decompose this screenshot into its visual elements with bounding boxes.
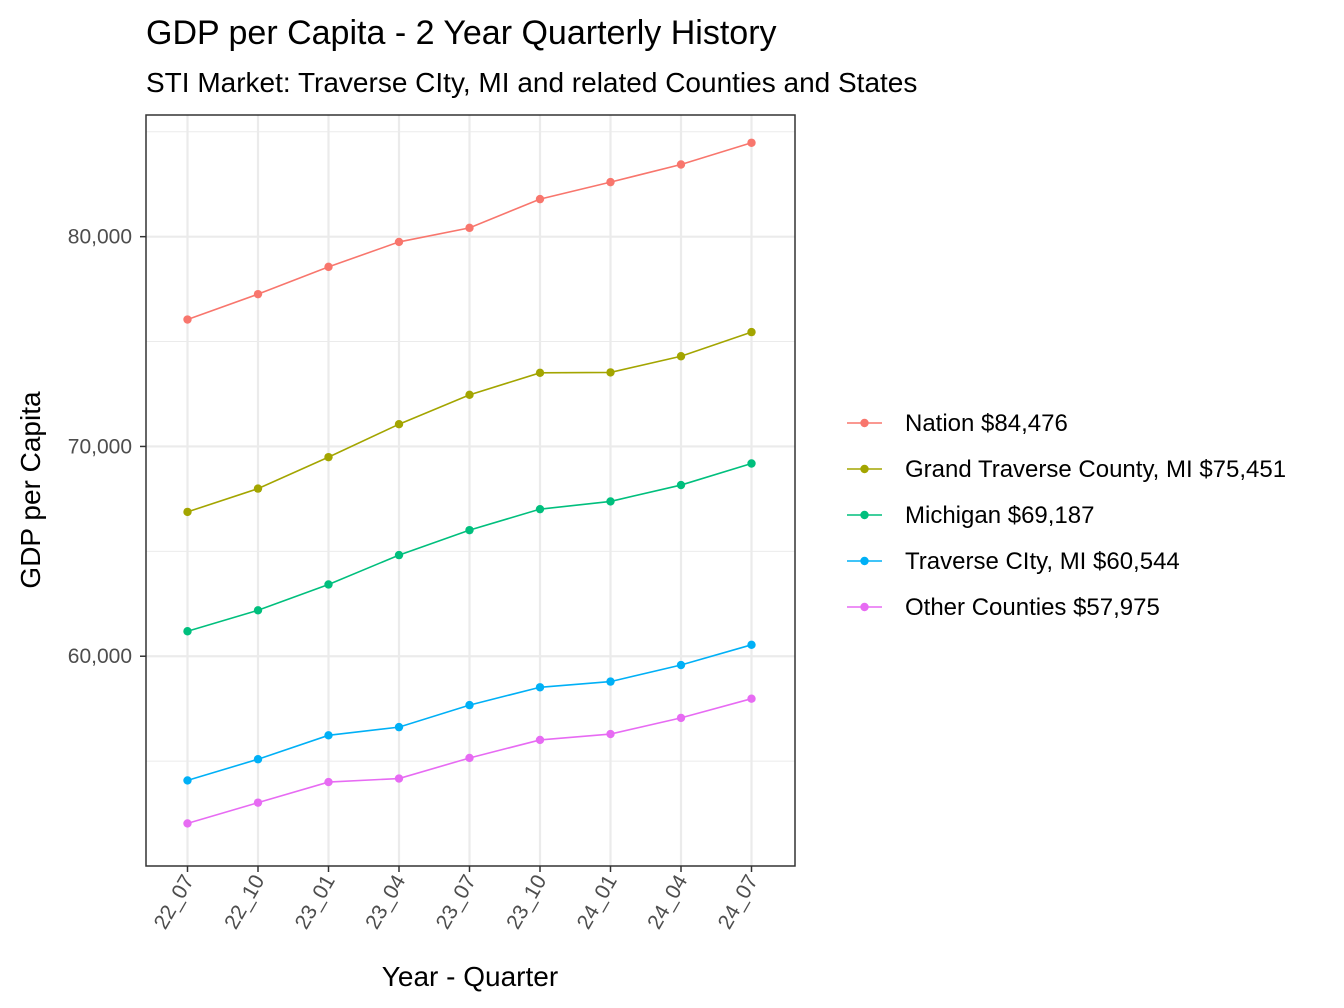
data-point [465, 700, 474, 710]
x-tick-label: 24_04 [643, 871, 692, 933]
data-point [324, 731, 333, 740]
legend-key-point [860, 464, 869, 474]
data-point [183, 819, 192, 828]
data-point [324, 580, 333, 589]
y-tick-label: 80,000 [68, 226, 132, 249]
data-point [747, 327, 756, 337]
y-tick-label: 70,000 [68, 435, 132, 458]
data-point [606, 729, 615, 739]
data-point [253, 484, 263, 493]
legend: Nation $84,476 Grand Traverse County, MI … [847, 410, 1286, 621]
data-point [465, 753, 474, 763]
data-point [535, 683, 545, 692]
series-layer [183, 138, 756, 828]
data-point [183, 507, 192, 517]
legend-item: Other Counties $57,975 [847, 594, 1160, 621]
data-point [394, 774, 404, 783]
x-tick-label: 23_04 [361, 871, 410, 933]
y-axis: 60,000 70,000 80,000 [68, 226, 146, 668]
data-point [253, 606, 263, 615]
legend-item: Grand Traverse County, MI $75,451 [847, 456, 1286, 483]
x-axis-title: Year - Quarter [382, 961, 558, 992]
data-point [394, 237, 404, 247]
data-point [394, 420, 404, 429]
data-point [676, 352, 686, 361]
legend-label: Grand Traverse County, MI $75,451 [905, 456, 1286, 483]
data-point [747, 694, 756, 703]
data-point [535, 194, 545, 204]
x-tick-label: 23_07 [432, 871, 481, 933]
series-group [183, 327, 756, 517]
data-point [253, 755, 263, 764]
data-point [747, 138, 756, 147]
data-point [324, 262, 333, 272]
data-point [535, 735, 545, 745]
major-gridlines [146, 115, 795, 866]
legend-label: Michigan $69,187 [905, 502, 1094, 529]
y-tick-label: 60,000 [68, 645, 132, 668]
legend-key-point [860, 602, 869, 612]
data-point [183, 627, 192, 636]
data-point [394, 722, 404, 732]
data-point [606, 677, 615, 686]
data-point [676, 480, 686, 490]
y-axis-title: GDP per Capita [15, 391, 46, 589]
data-point [606, 497, 615, 506]
x-tick-label: 22_10 [220, 871, 269, 933]
data-point [606, 368, 615, 377]
legend-label: Nation $84,476 [905, 410, 1068, 437]
data-point [183, 315, 192, 324]
data-point [465, 525, 474, 535]
plot-panel-border [145, 114, 796, 867]
series-group [183, 459, 756, 636]
chart-title: GDP per Capita - 2 Year Quarterly Histor… [146, 14, 777, 52]
data-point [747, 640, 756, 650]
chart-subtitle: STI Market: Traverse CIty, MI and relate… [146, 67, 917, 98]
data-point [253, 289, 263, 299]
legend-label: Other Counties $57,975 [905, 594, 1160, 621]
legend-item: Nation $84,476 [847, 410, 1068, 437]
legend-item: Traverse CIty, MI $60,544 [847, 548, 1180, 575]
x-tick-label: 22_07 [150, 871, 199, 933]
data-point [465, 390, 474, 400]
x-tick-label: 24_07 [714, 871, 763, 933]
legend-item: Michigan $69,187 [847, 502, 1094, 529]
x-axis: 22_07 22_10 23_01 23_04 23_07 23_10 24_01 24_04… [150, 866, 763, 933]
data-point [676, 160, 686, 169]
data-point [394, 550, 404, 560]
data-point [606, 177, 615, 187]
data-point [676, 660, 686, 670]
series-group [183, 640, 756, 785]
data-point [535, 368, 545, 378]
x-tick-label: 23_01 [291, 871, 340, 933]
legend-label: Traverse CIty, MI $60,544 [905, 548, 1180, 575]
data-point [183, 776, 192, 785]
legend-key-point [860, 510, 869, 520]
data-point [324, 452, 333, 462]
legend-key-point [860, 556, 869, 566]
series-group [183, 138, 756, 324]
data-point [676, 713, 686, 723]
legend-key-point [860, 418, 869, 428]
data-point [535, 504, 545, 514]
x-tick-label: 23_10 [502, 871, 551, 933]
data-point [747, 459, 756, 468]
series-group [183, 694, 756, 828]
data-point [465, 223, 474, 233]
x-tick-label: 24_01 [573, 871, 622, 933]
data-point [324, 777, 333, 787]
data-point [253, 798, 263, 807]
